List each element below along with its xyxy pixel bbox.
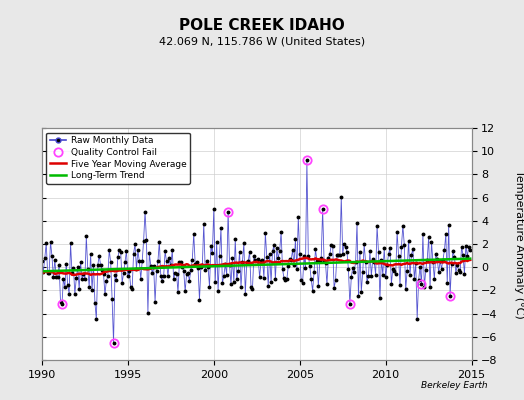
Legend: Raw Monthly Data, Quality Control Fail, Five Year Moving Average, Long-Term Tren: Raw Monthly Data, Quality Control Fail, … <box>47 132 190 184</box>
Text: Berkeley Earth: Berkeley Earth <box>421 381 487 390</box>
Text: 42.069 N, 115.786 W (United States): 42.069 N, 115.786 W (United States) <box>159 36 365 46</box>
Text: POLE CREEK IDAHO: POLE CREEK IDAHO <box>179 18 345 33</box>
Y-axis label: Temperature Anomaly (°C): Temperature Anomaly (°C) <box>515 170 524 318</box>
